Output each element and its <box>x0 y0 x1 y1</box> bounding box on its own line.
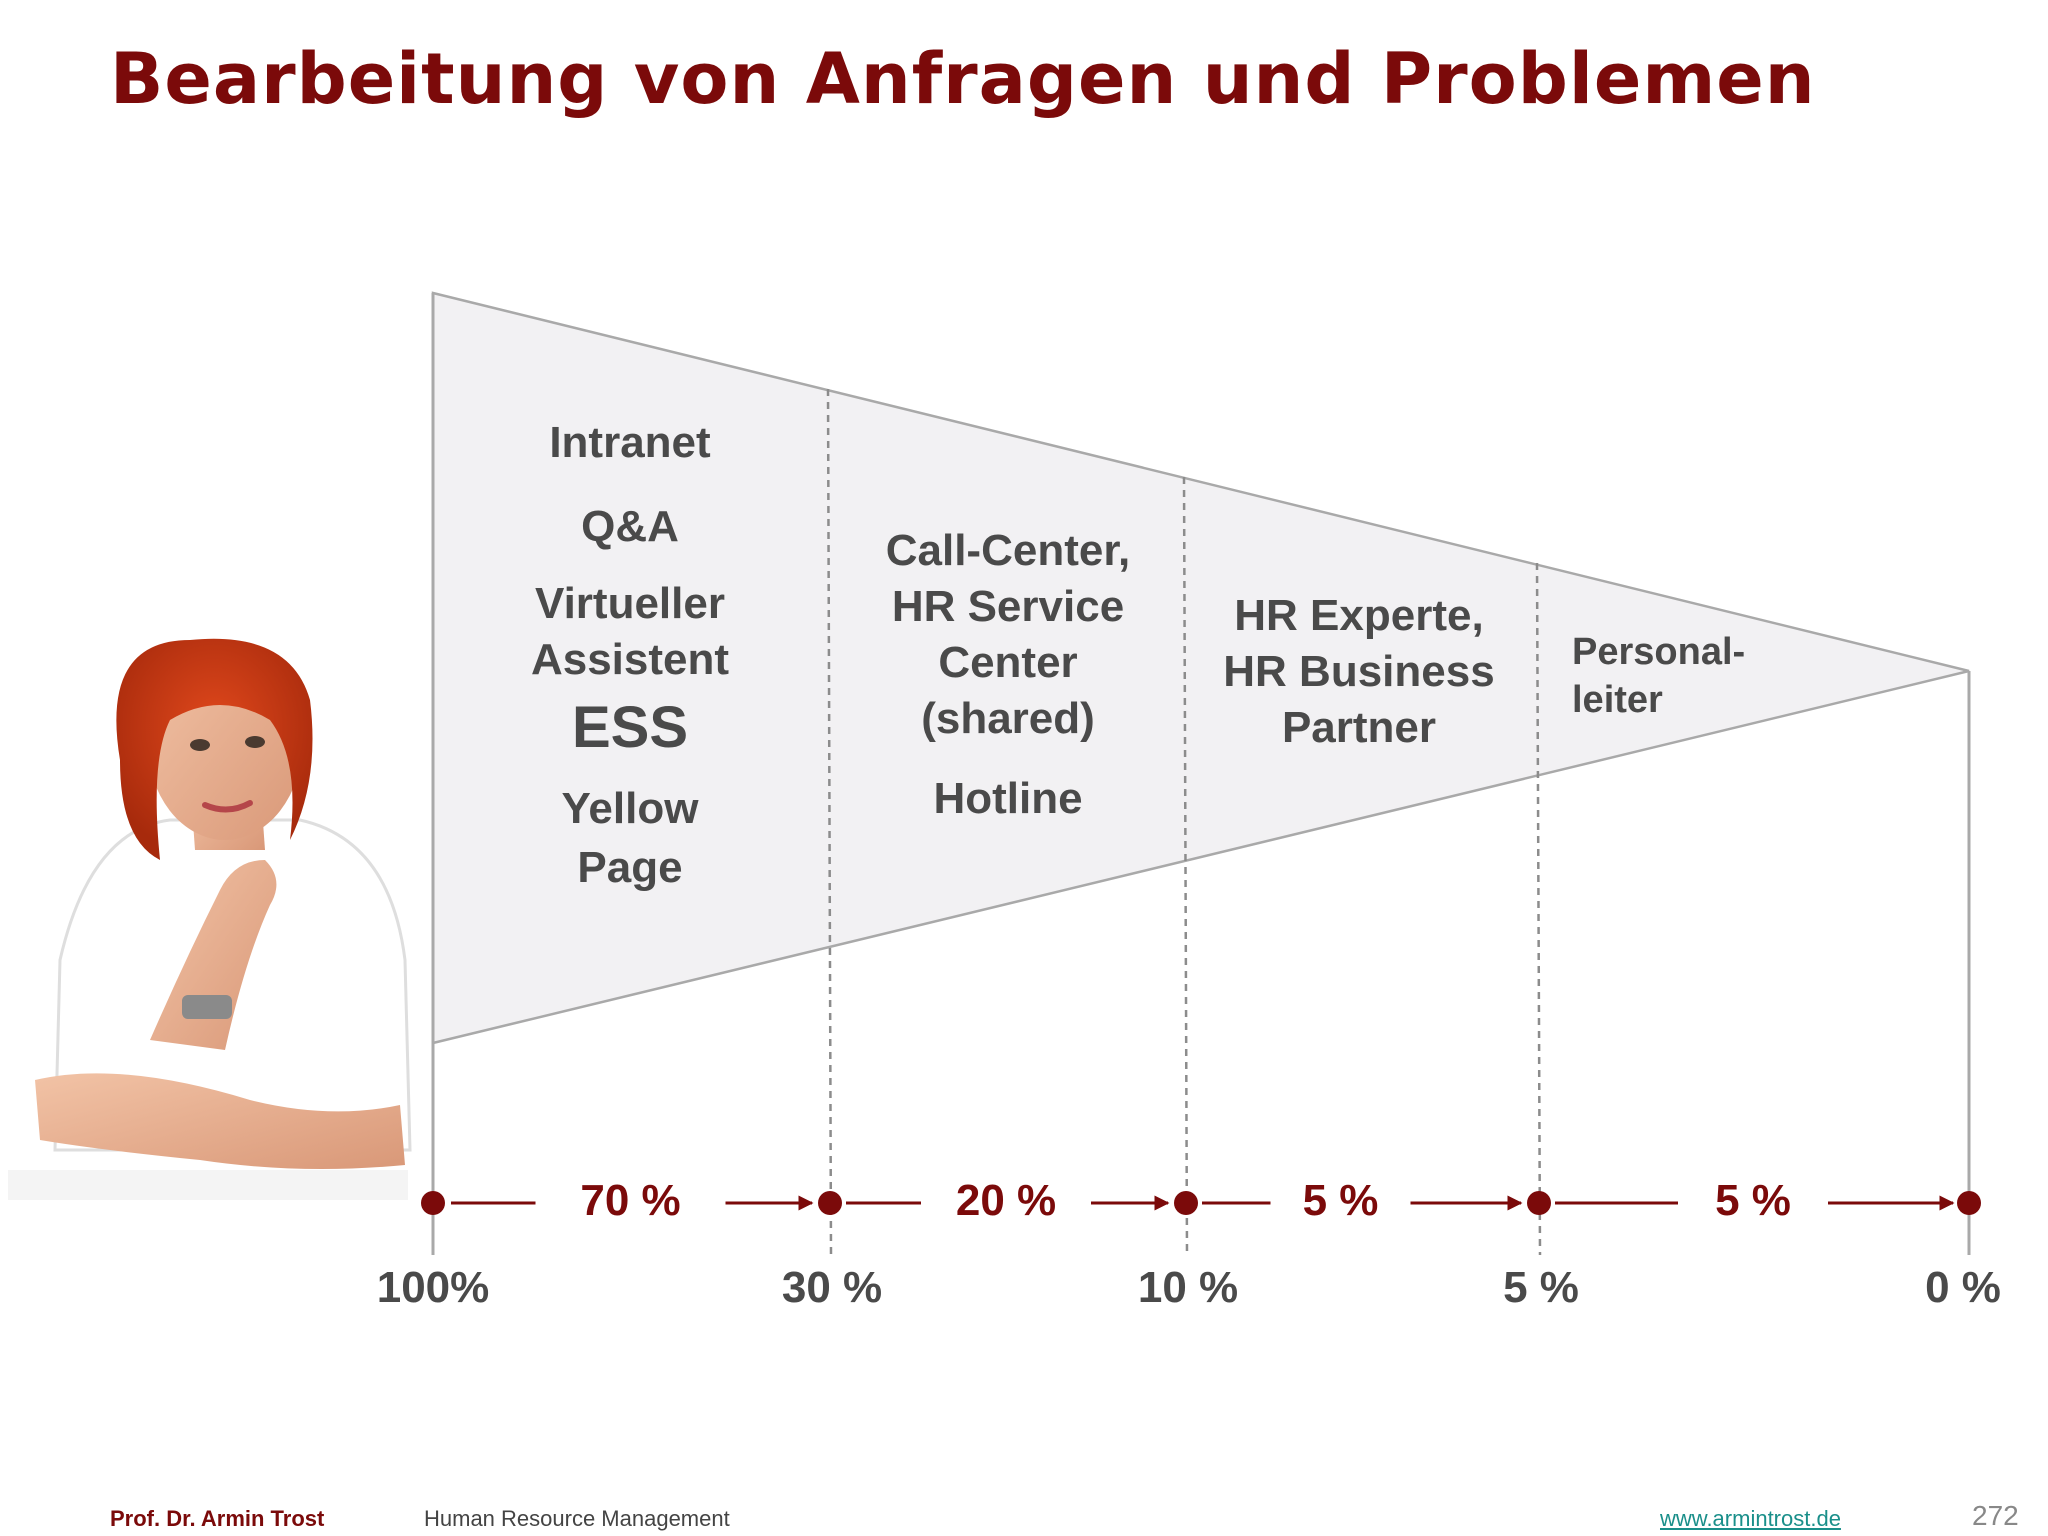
flow-marker-dot <box>818 1191 842 1215</box>
remaining-share-label: 30 % <box>781 1263 883 1312</box>
boundary-dashed <box>1535 562 1542 1256</box>
stage-share-label: 20 % <box>955 1176 1057 1225</box>
zone-item: (shared) <box>921 694 1095 743</box>
zone-item: Q&A <box>581 502 679 551</box>
zone-item: Assistent <box>530 635 730 684</box>
zone-item: leiter <box>1572 679 1663 721</box>
zone-item: Yellow <box>561 784 699 833</box>
zone-hr-expert: HR Experte, HR Business Partner <box>1194 588 1524 756</box>
zone-item: Virtueller <box>535 579 725 628</box>
zone-item: Call-Center, <box>885 526 1131 575</box>
remaining-share-label: 10 % <box>1137 1263 1239 1312</box>
zone-service-center: Call-Center, HR Service Center (shared) … <box>848 523 1168 827</box>
footer-topic: Human Resource Management <box>424 1506 730 1531</box>
zone-item: Personal- <box>1572 631 1746 673</box>
footer-author: Prof. Dr. Armin Trost <box>110 1506 325 1531</box>
zone-item: Hotline <box>933 774 1083 823</box>
zone-self-service: Intranet Q&A Virtueller Assistent ESS Ye… <box>480 408 780 896</box>
zone-item: Center <box>938 638 1078 687</box>
stage-boundaries <box>431 293 1971 1256</box>
zone-item: HR Service <box>891 582 1125 631</box>
slide-title: Bearbeitung von Anfragen und Problemen <box>110 38 1816 120</box>
page-number: 272 <box>1972 1500 2019 1531</box>
boundary-dashed <box>826 388 833 1256</box>
stage-share-label: 5 % <box>1715 1176 1791 1225</box>
flow-marker-dot <box>1527 1191 1551 1215</box>
stage-share-label: 5 % <box>1302 1176 1379 1225</box>
zone-item: Partner <box>1281 703 1437 752</box>
footer-website-link[interactable]: www.armintrost.de <box>1660 1506 1841 1531</box>
zone-item: Intranet <box>549 418 711 467</box>
thinking-woman-illustration <box>8 638 412 1200</box>
zone-personnel-manager: Personal- leiter <box>1572 628 1802 724</box>
zone-item: HR Business <box>1223 647 1495 696</box>
zone-item: Page <box>577 843 683 892</box>
stage-share-label: 70 % <box>580 1176 681 1225</box>
flow-marker-dot <box>421 1191 445 1215</box>
flow-marker-dot <box>1957 1191 1981 1215</box>
zone-item: ESS <box>571 695 689 760</box>
flow-marker-dot <box>1174 1191 1198 1215</box>
remaining-share-label: 100% <box>376 1263 490 1312</box>
remaining-share-label: 0 % <box>1925 1263 2001 1312</box>
flow-axis <box>421 1191 1981 1215</box>
remaining-share-label: 5 % <box>1503 1263 1579 1312</box>
zone-item: HR Experte, <box>1234 591 1484 640</box>
